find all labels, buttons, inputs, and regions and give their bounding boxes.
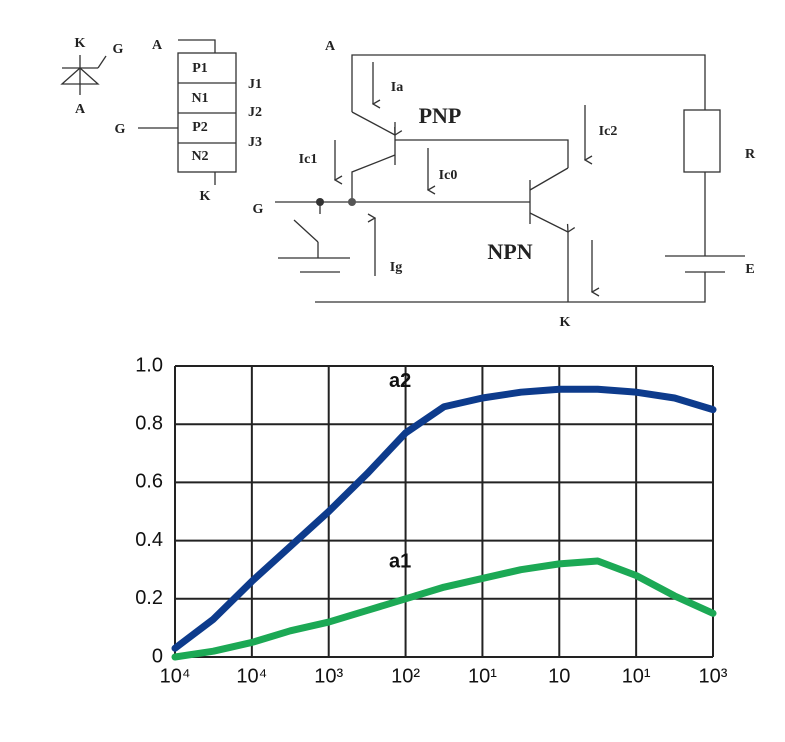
y-tick-label: 0.2 bbox=[135, 587, 163, 609]
label: K bbox=[200, 189, 211, 204]
label: Ia bbox=[391, 80, 403, 95]
label: A bbox=[75, 102, 86, 117]
curve bbox=[171, 557, 717, 661]
curve bbox=[171, 385, 717, 652]
label: J3 bbox=[248, 135, 262, 150]
y-tick-label: 0.8 bbox=[135, 412, 163, 434]
chart: 0 0.2 0.4 0.6 0.8 1.0 10⁴ 10⁴ 10³ 10² 10¹ 10 10¹ 10³ a… bbox=[135, 354, 728, 687]
x-tick-label: 10⁴ bbox=[236, 665, 267, 687]
x-tick-label: 10 bbox=[548, 665, 570, 687]
label: Ic1 bbox=[299, 152, 318, 167]
x-tick-label: 10⁴ bbox=[160, 665, 191, 687]
thyristor-symbol: K G A bbox=[60, 36, 124, 117]
label: P2 bbox=[192, 120, 208, 135]
label: NPN bbox=[487, 239, 532, 264]
x-tick-label: 10² bbox=[391, 665, 420, 687]
label: P1 bbox=[192, 61, 208, 76]
label: R bbox=[745, 147, 756, 162]
layer-stack: A P1 N1 P2 N2 J1 J2 J3 G K bbox=[115, 38, 262, 204]
label: Ic2 bbox=[599, 124, 618, 139]
label: A bbox=[325, 39, 336, 54]
node bbox=[348, 198, 356, 206]
y-tick-label: 0 bbox=[152, 645, 163, 667]
x-tick-label: 10³ bbox=[699, 665, 728, 687]
label: G bbox=[115, 122, 126, 137]
y-tick-label: 0.6 bbox=[135, 471, 163, 493]
series-label: a2 bbox=[389, 370, 411, 392]
label: Ic0 bbox=[439, 168, 458, 183]
x-tick-label: 10³ bbox=[314, 665, 343, 687]
label: N2 bbox=[191, 149, 208, 164]
y-tick-label: 1.0 bbox=[135, 354, 163, 376]
label: N1 bbox=[191, 91, 208, 106]
label: A bbox=[152, 38, 163, 53]
label: E bbox=[745, 262, 754, 277]
circuit: A Ia PNP Ic2 Ic1 Ic0 G Ig NPN R E K bbox=[253, 39, 756, 330]
label: J1 bbox=[248, 77, 262, 92]
label: K bbox=[560, 315, 571, 330]
label: K bbox=[75, 36, 86, 51]
label: J2 bbox=[248, 105, 262, 120]
label: PNP bbox=[419, 103, 462, 128]
y-tick-label: 0.4 bbox=[135, 529, 163, 551]
label: G bbox=[113, 42, 124, 57]
x-tick-label: 10¹ bbox=[468, 665, 497, 687]
label: Ig bbox=[390, 260, 402, 275]
x-tick-label: 10¹ bbox=[622, 665, 651, 687]
diagram: K G A A P1 N1 P2 N2 J1 J2 J3 G K A Ia PN… bbox=[60, 36, 756, 330]
series-label: a1 bbox=[389, 550, 411, 572]
label: G bbox=[253, 202, 264, 217]
